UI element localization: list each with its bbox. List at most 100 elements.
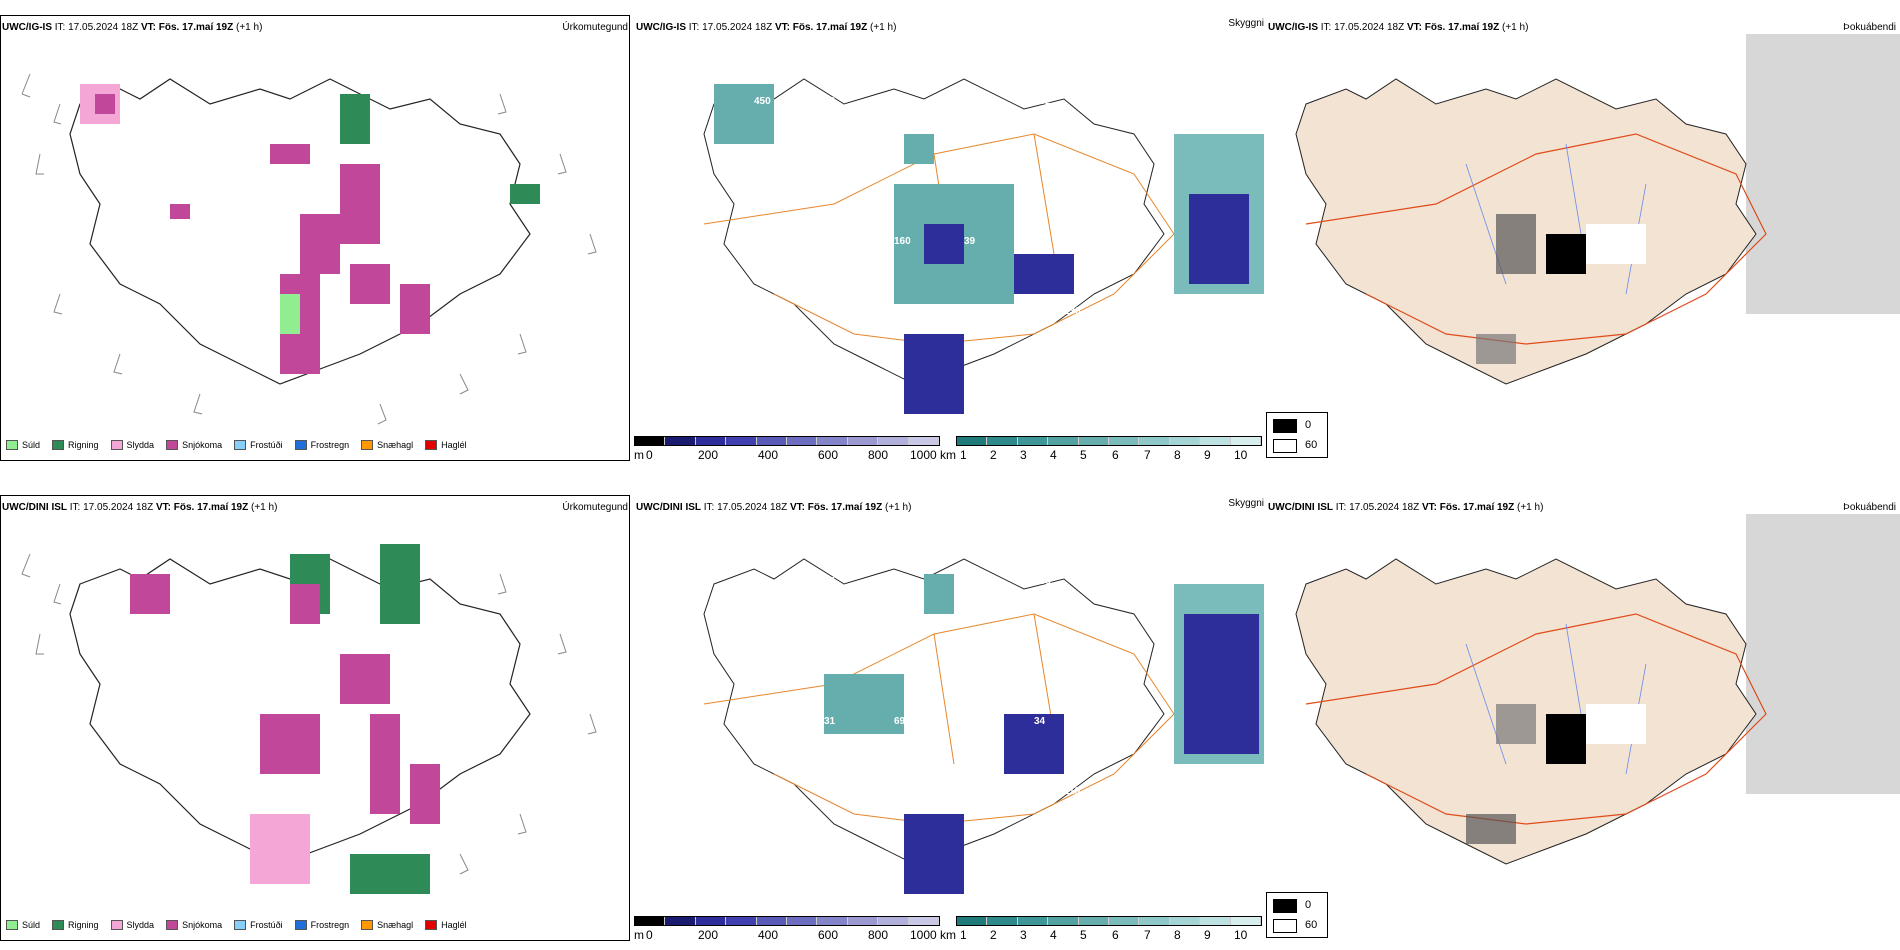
it-label: IT: [54,22,66,33]
fog-legend-label: 0 [1305,899,1312,911]
ceiling-label: 962 [1034,96,1051,107]
visibility-tick: 4 [1050,448,1057,462]
panel-title: Úrkomutegund [562,502,628,513]
ceiling-label: 63 [854,306,866,317]
visibility-colorbar [956,916,1262,926]
ceiling-label: 450 [754,96,771,107]
visibility-tick: 2 [990,928,997,942]
precip-areas [80,84,540,374]
ceiling-label: 132 [994,786,1011,797]
ceiling-unit: m [634,928,644,942]
it-value: 17.05.2024 18Z [83,502,154,513]
ceiling-label: 13 [754,576,766,587]
ceiling-label: 119 [1064,786,1081,797]
lead-time: (+1 h) [870,22,897,33]
ceiling-label: 59 [924,306,936,317]
map-frame [0,495,630,941]
it-label: IT: [69,502,81,513]
legend-item: Rigning [52,440,99,450]
ceiling-label: 158 [854,166,871,177]
ceiling-label: 94 [824,576,836,587]
legend-item: Slydda [110,440,154,450]
ceiling-label: 111 [994,306,1010,317]
it-label: IT: [1320,22,1332,33]
ceiling-label: 775 [1064,646,1081,657]
row-ig-is: UWC/IG-IS IT: 17.05.2024 18Z VT: Fös. 17… [0,0,1900,470]
ceiling-label: 14 [854,646,866,657]
panel-header: UWC/IG-IS IT: 17.05.2024 18Z VT: Fös. 17… [1268,22,1528,33]
vt-value: Fös. 17.maí 19Z [792,22,868,33]
ceiling-label: 80 [994,166,1006,177]
visibility-tick: 8 [1174,928,1181,942]
ceiling-tick: 800 [868,928,889,942]
visibility-colorbar [956,436,1262,446]
ceiling-label: 14 [1064,166,1076,177]
legend-item: Snjókoma [166,920,222,930]
ceiling-label: 13 [824,856,836,867]
ceiling-label: 159 [784,646,801,657]
ceiling-label: 33 [824,96,836,107]
fog-legend: 0 60 [1266,412,1328,458]
visibility-tick: 5 [1080,448,1087,462]
ceiling-tick: 800 [868,448,889,462]
ceiling-label: 138 [1134,166,1151,177]
legend-item: Frostúði [234,920,283,930]
visibility-tick: 6 [1112,928,1119,942]
visibility-tick: 6 [1112,448,1119,462]
vt-value: Fös. 17.maí 19Z [1439,502,1515,513]
fog-map [1295,34,1900,385]
lead-time: (+1 h) [885,502,912,513]
legend-item: Súld [6,920,40,930]
ceiling-labels: 13 94 29 93 268 12 159 14 75 811 775 14 208 31 69 82 34 5… [754,576,1146,867]
visibility-tick: 1 [960,448,967,462]
fog-swatch [1273,919,1297,933]
fog-areas [1476,214,1646,364]
precip-type-legend: Súld Rigning Slydda Snjókoma Frostúði Fr… [6,440,479,450]
visibility-tick: 7 [1144,928,1151,942]
it-value: 17.05.2024 18Z [702,22,773,33]
panel-header: UWC/DINI ISL IT: 17.05.2024 18Z VT: Fös.… [2,502,277,513]
legend-item: Frostregn [294,440,349,450]
fog-panel: UWC/IG-IS IT: 17.05.2024 18Z VT: Fös. 17… [1266,0,1900,470]
fog-legend: 0 60 [1266,892,1328,938]
iceland-outline [703,558,1165,865]
legend-item: Frostúði [234,440,283,450]
ceiling-label: 59 [1104,716,1116,727]
ceiling-label: 82 [964,716,976,727]
panel-header: UWC/IG-IS IT: 17.05.2024 18Z VT: Fös. 17… [2,22,262,33]
ceiling-label: 29 [894,576,906,587]
precip-map [21,544,597,894]
ceiling-unit: m [634,448,644,462]
ceiling-tick: 1000 [910,448,937,462]
wind-barbs [21,553,597,875]
ceiling-label: 49 [754,376,766,387]
ceiling-tick: 600 [818,928,839,942]
legend-item: Haglél [425,920,467,930]
fog-legend-label: 0 [1305,419,1312,431]
panel-title: Þokuábendi [1843,22,1896,33]
vt-value: Fös. 17.maí 19Z [1424,22,1500,33]
visibility-tick: 8 [1174,448,1181,462]
ceiling-label: 69 [894,716,906,727]
it-value: 17.05.2024 18Z [1334,22,1405,33]
visibility-map: 13 94 29 93 268 12 159 14 75 811 775 14 208 31 69 82 34 5… [703,558,1264,894]
legend-item: Snjókoma [166,440,222,450]
ceiling-label: 55 [1104,96,1116,107]
ceiling-label: 113 [854,786,871,797]
visibility-tick: 7 [1144,448,1151,462]
ceiling-label: 124 [924,786,941,797]
visibility-tick: 3 [1020,448,1027,462]
model-name: UWC/DINI ISL [1268,502,1333,513]
it-label: IT: [703,502,715,513]
model-name: UWC/DINI ISL [636,502,701,513]
precip-type-panel: UWC/DINI ISL IT: 17.05.2024 18Z VT: Fös.… [0,480,632,950]
ceiling-label: 299 [964,96,981,107]
ceiling-label: 14 [1134,306,1146,317]
vt-label: VT: [1421,502,1437,513]
it-label: IT: [688,22,700,33]
visibility-tick: 5 [1080,928,1087,942]
ceiling-label: 34 [1034,716,1046,727]
visibility-tick: 9 [1204,928,1211,942]
ceiling-tick: 200 [698,928,719,942]
ceiling-label: 160 [894,236,911,247]
